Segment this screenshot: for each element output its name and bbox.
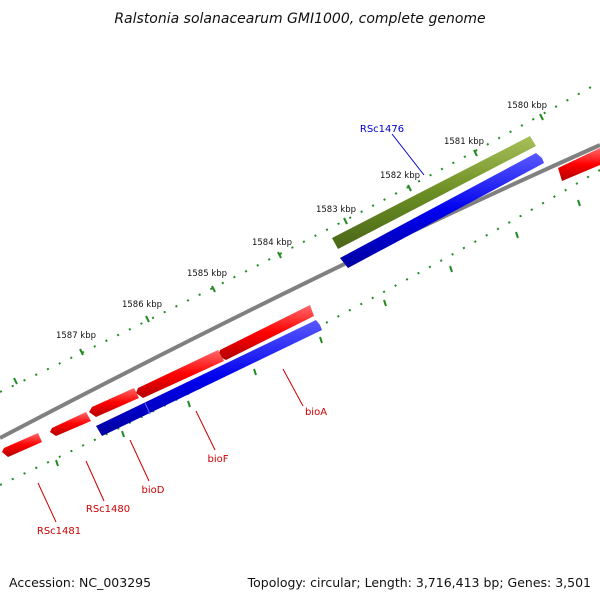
genome-summary-text: Topology: circular; Length: 3,716,413 bp… — [247, 575, 591, 590]
cds-bar-right-edge[interactable] — [558, 148, 600, 181]
tick-label-1587: 1587 kbp — [56, 331, 96, 341]
outer-major-ticks — [13, 113, 544, 385]
accession-text: Accession: NC_003295 — [9, 575, 151, 590]
tick-label-1581: 1581 kbp — [444, 137, 484, 147]
cds-bar-rsc1476[interactable] — [340, 153, 544, 268]
inner-tick-arc — [0, 169, 600, 486]
tick-label-1585: 1585 kbp — [187, 269, 227, 279]
cds-bar-bioa[interactable] — [218, 305, 314, 360]
tick-label-1582: 1582 kbp — [380, 171, 420, 181]
cds-bar-rsc1480[interactable] — [50, 412, 91, 436]
cds-bar-rsc1481[interactable] — [2, 433, 42, 457]
tick-label-1580: 1580 kbp — [507, 101, 547, 111]
gene-label-rsc1476[interactable]: RSc1476 — [360, 124, 404, 135]
inner-major-ticks — [55, 199, 581, 467]
outer-tick-arc — [0, 81, 600, 393]
genome-backbone — [0, 143, 600, 440]
gene-label-bioa[interactable]: bioA — [305, 407, 327, 418]
label-leaders — [37, 133, 425, 523]
cds-bar-biod[interactable] — [89, 388, 139, 417]
gene-label-biod[interactable]: bioD — [142, 485, 165, 496]
gene-label-rsc1481[interactable]: RSc1481 — [37, 526, 81, 537]
cds-bar-biof-biod-blue[interactable] — [96, 320, 322, 436]
gene-label-rsc1480[interactable]: RSc1480 — [86, 504, 130, 515]
map-title: Ralstonia solanacearum GMI1000, complete… — [114, 11, 485, 27]
gene-label-biof[interactable]: bioF — [208, 454, 229, 465]
tick-label-1586: 1586 kbp — [122, 300, 162, 310]
gene-bar-rsc1476[interactable] — [332, 136, 536, 249]
tick-label-1584: 1584 kbp — [252, 238, 292, 248]
cds-bar-biof[interactable] — [136, 350, 224, 398]
tick-label-1583: 1583 kbp — [316, 205, 356, 215]
